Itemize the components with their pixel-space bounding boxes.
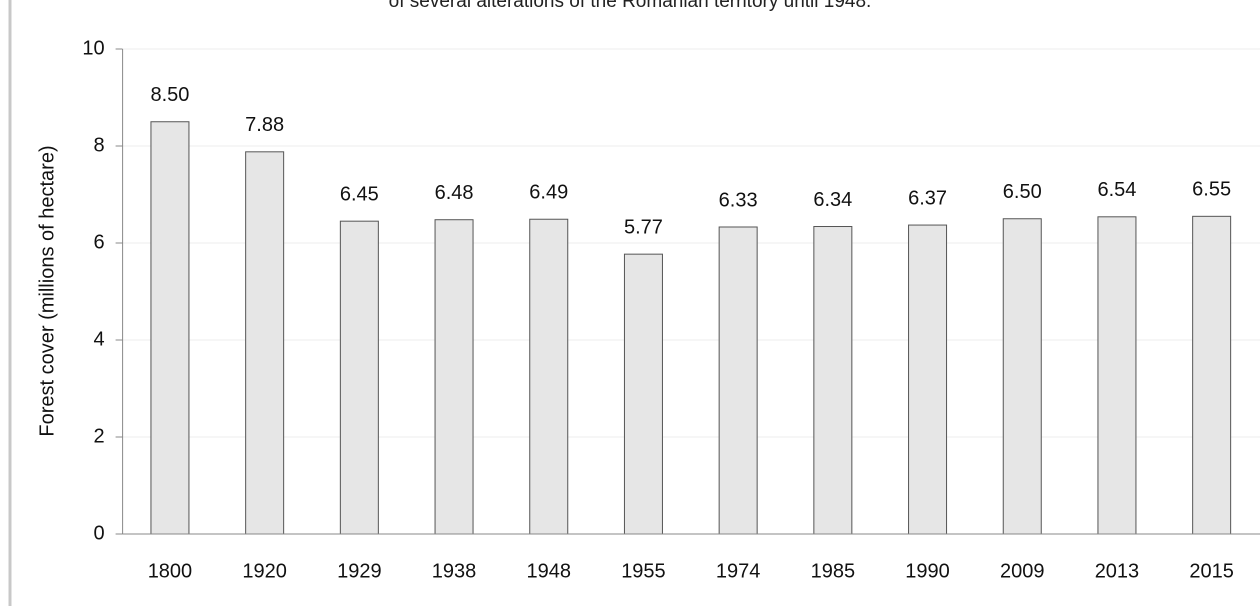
bar (623, 253, 663, 535)
value-label: 6.55 (1192, 179, 1231, 201)
value-label: 8.50 (150, 84, 189, 106)
value-label: 6.49 (529, 182, 568, 204)
bar (150, 121, 190, 535)
x-tick-label: 1990 (905, 560, 950, 582)
bar (529, 218, 569, 535)
y-tick-label: 0 (93, 522, 104, 544)
value-label: 6.48 (435, 182, 474, 204)
x-tick-label: 2015 (1189, 560, 1234, 582)
value-label: 6.50 (1003, 181, 1042, 203)
x-tick-label: 1938 (432, 560, 477, 582)
x-tick-label: 1948 (527, 560, 572, 582)
bar (718, 226, 758, 535)
value-label: 6.37 (908, 187, 947, 209)
x-tick-label: 1974 (716, 560, 761, 582)
y-tick-label: 8 (93, 134, 104, 156)
chart-title: of several alterations of the Romanian t… (389, 0, 872, 12)
bar (1002, 218, 1042, 535)
value-label: 5.77 (624, 216, 663, 238)
x-tick-label: 1985 (811, 560, 856, 582)
value-label: 7.88 (245, 114, 284, 136)
x-tick-label: 2009 (1000, 560, 1045, 582)
x-tick-label: 1920 (242, 560, 287, 582)
value-label: 6.34 (813, 189, 852, 211)
x-tick-label: 1929 (337, 560, 382, 582)
bar (245, 151, 285, 535)
y-tick-label: 2 (93, 425, 104, 447)
y-axis-label: Forest cover (millions of hectare) (36, 145, 58, 436)
bar (1192, 215, 1232, 535)
value-label: 6.45 (340, 183, 379, 205)
bar (434, 219, 474, 535)
x-tick-label: 1800 (148, 560, 193, 582)
y-tick-label: 6 (93, 231, 104, 253)
value-label: 6.54 (1097, 179, 1136, 201)
x-tick-label: 1955 (621, 560, 666, 582)
value-label: 6.33 (719, 189, 758, 211)
y-tick-label: 10 (82, 37, 104, 59)
y-tick-label: 4 (93, 328, 104, 350)
bar (339, 220, 379, 535)
x-tick-label: 2013 (1095, 560, 1140, 582)
bar (813, 226, 853, 535)
bar (908, 224, 948, 535)
bar (1097, 216, 1137, 535)
